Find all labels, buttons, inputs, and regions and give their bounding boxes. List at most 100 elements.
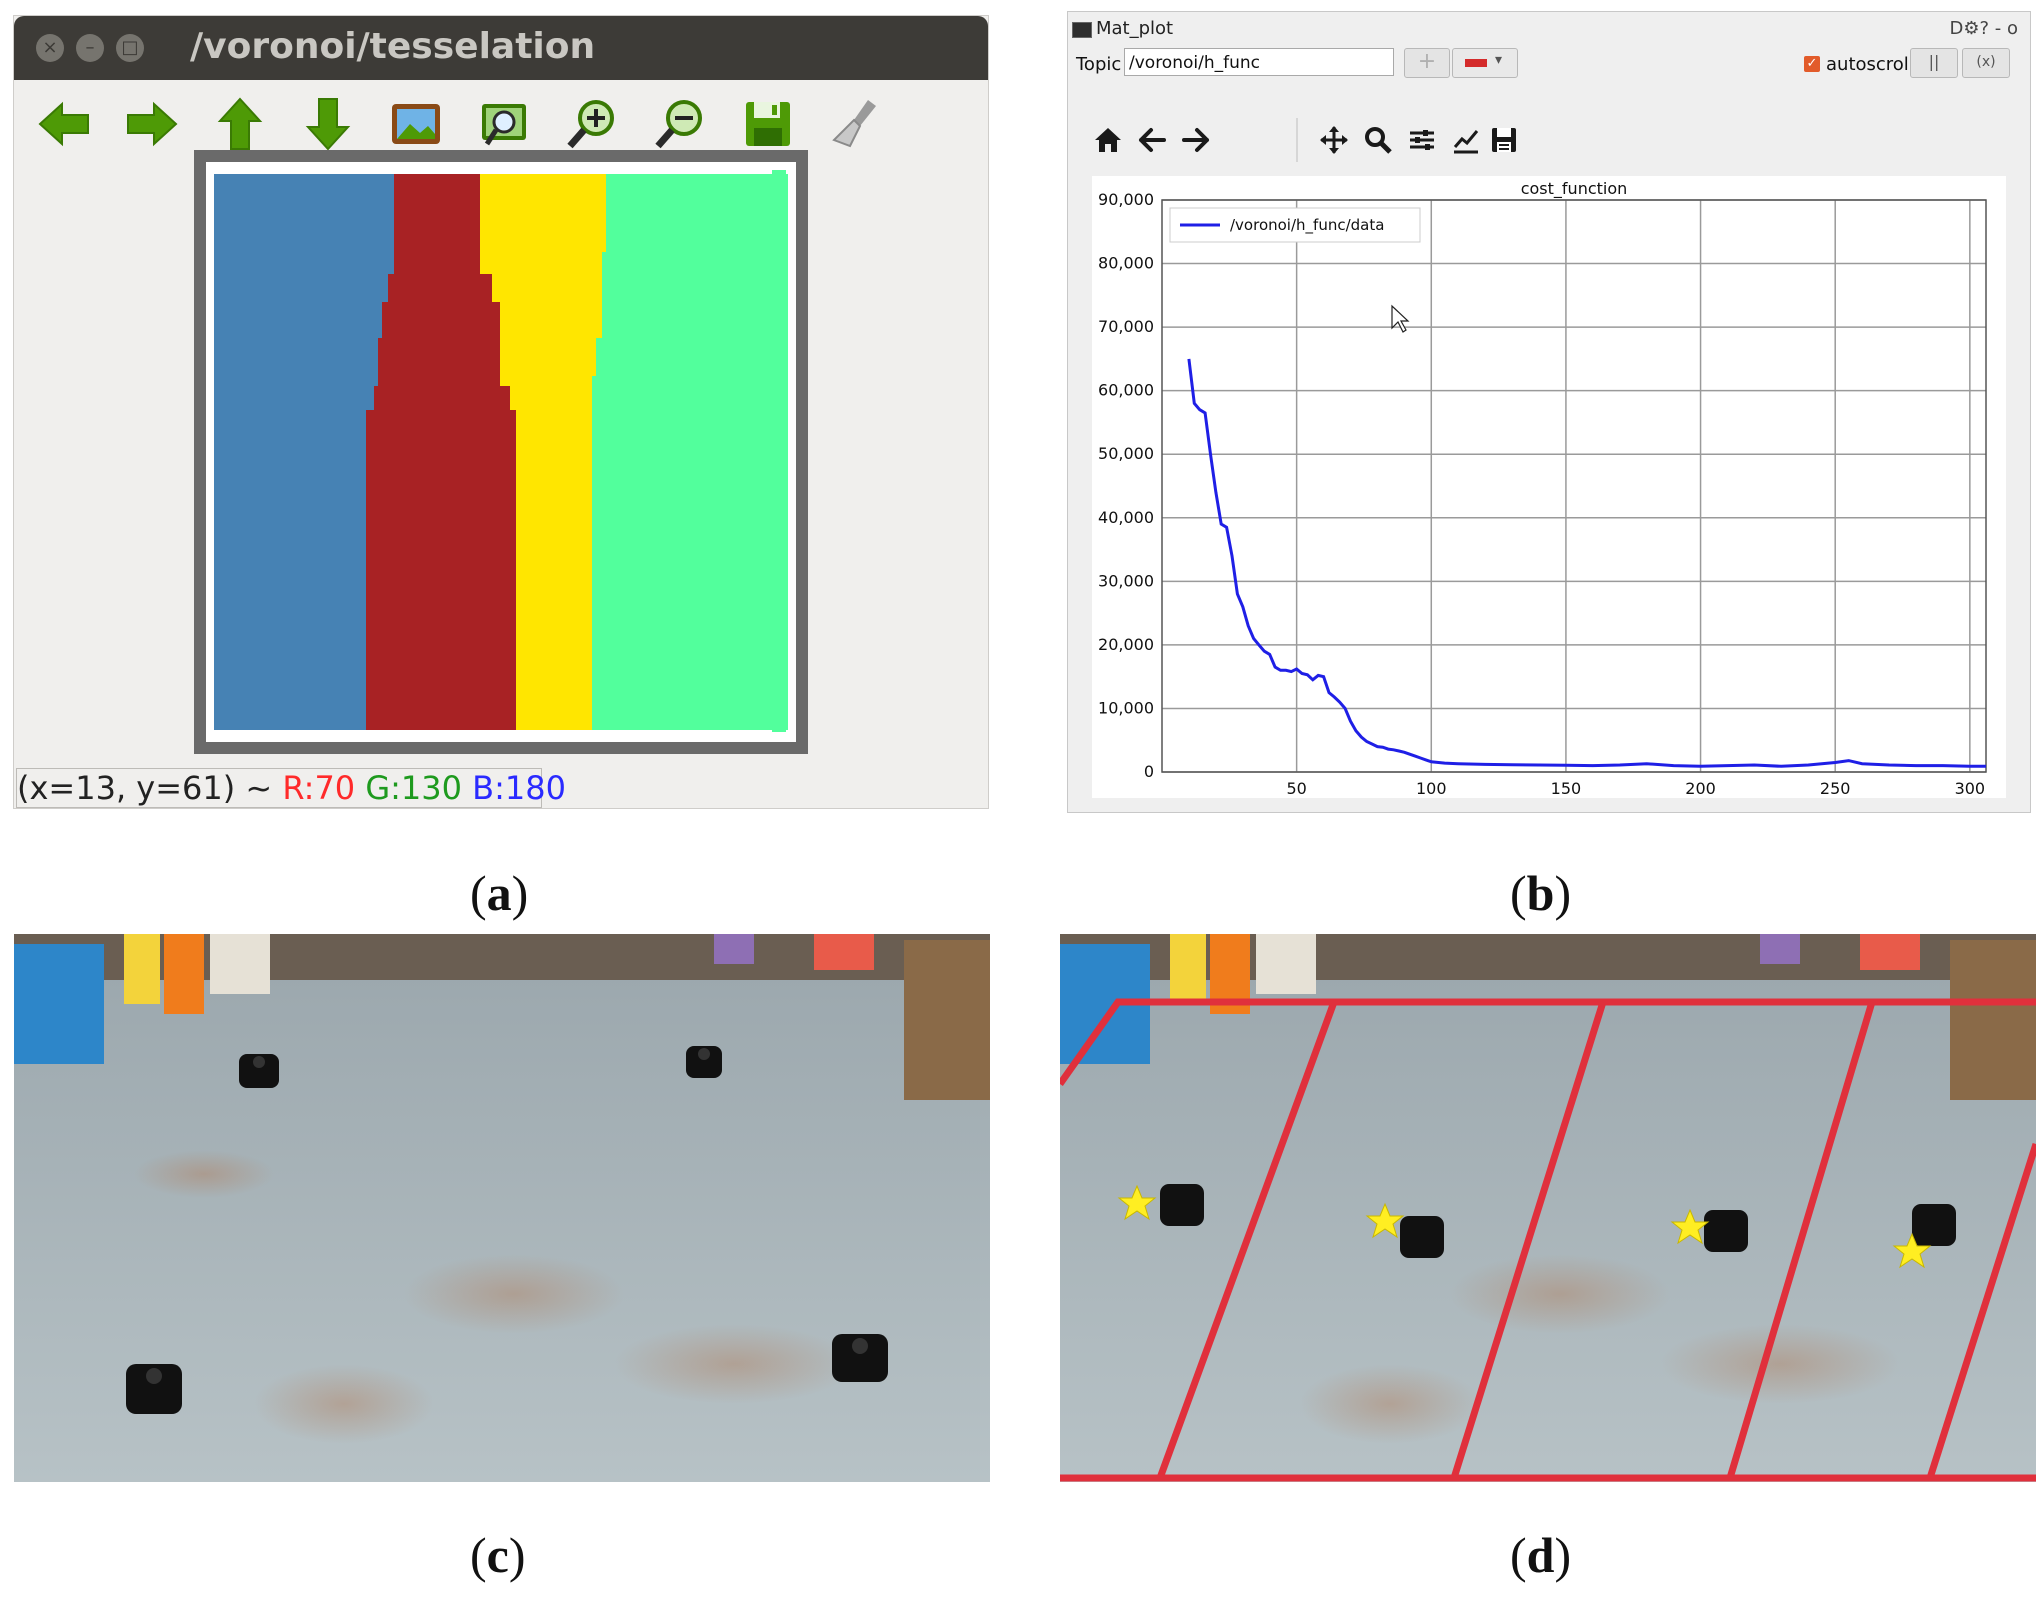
back-icon bbox=[1139, 128, 1166, 152]
blue-value: B:180 bbox=[472, 769, 566, 807]
window-title: /voronoi/tesselation bbox=[190, 26, 596, 67]
save-figure-icon bbox=[1492, 128, 1516, 152]
robot-1 bbox=[1160, 1184, 1204, 1226]
y-tick-label: 20,000 bbox=[1098, 635, 1154, 654]
line-color-dropdown[interactable]: ▾ bbox=[1452, 48, 1518, 78]
x-tick-label: 250 bbox=[1820, 779, 1851, 798]
mouse-cursor-icon bbox=[1391, 304, 1410, 333]
minimize-window-button[interactable]: – bbox=[76, 34, 104, 62]
image-icon bbox=[392, 104, 440, 144]
add-topic-button[interactable]: + bbox=[1404, 48, 1450, 78]
plot-canvas[interactable]: cost_function 50 100 150 200 250 300 0 10,000 20,… bbox=[1092, 176, 2006, 798]
toolbar-separator bbox=[1296, 118, 1298, 162]
close-window-button[interactable]: × bbox=[36, 34, 64, 62]
topic-label: Topic bbox=[1076, 54, 1122, 75]
chevron-down-icon: ▾ bbox=[1495, 52, 1503, 68]
cost-function-chart: cost_function 50 100 150 200 250 300 0 10,000 20,… bbox=[1098, 179, 1987, 798]
star-icon bbox=[1117, 1184, 1157, 1221]
caption-a: (a) bbox=[470, 865, 529, 921]
caption-c: (c) bbox=[470, 1527, 526, 1583]
y-tick-label: 80,000 bbox=[1098, 254, 1154, 273]
cursor-coordinates: (x=13, y=61) ~ bbox=[17, 769, 283, 807]
region-yellow bbox=[480, 174, 606, 730]
y-tick-label: 30,000 bbox=[1098, 571, 1154, 590]
y-tick-label: 10,000 bbox=[1098, 698, 1154, 717]
pixel-status-bar: (x=13, y=61) ~ R:70 G:130 B:180 bbox=[16, 768, 566, 808]
robot-3 bbox=[1704, 1210, 1748, 1252]
clear-button[interactable] bbox=[826, 94, 886, 154]
arrow-up-button[interactable] bbox=[210, 94, 270, 154]
maximize-window-button[interactable]: □ bbox=[116, 34, 144, 62]
zoom-button[interactable] bbox=[1360, 122, 1396, 158]
autoscroll-checkbox[interactable]: ✓ bbox=[1804, 56, 1820, 72]
autoscroll-label: autoscroll bbox=[1826, 54, 1914, 75]
forward-button[interactable] bbox=[1178, 122, 1214, 158]
window-controls[interactable]: D⚙? - o bbox=[1949, 18, 2018, 39]
region-red bbox=[366, 174, 516, 730]
plot-navigation-toolbar bbox=[1090, 116, 1479, 164]
robots-floor-photo bbox=[14, 934, 990, 1482]
pause-button[interactable]: || bbox=[1910, 48, 1958, 78]
save-figure-button[interactable] bbox=[1486, 122, 1522, 158]
y-tick-label: 0 bbox=[1144, 762, 1154, 781]
arrow-down-button[interactable] bbox=[298, 94, 358, 154]
plot-area-frame bbox=[1161, 199, 1987, 773]
robot-2 bbox=[1400, 1216, 1444, 1258]
robot-2 bbox=[686, 1046, 722, 1078]
legend-label: /voronoi/h_func/data bbox=[1230, 216, 1384, 235]
zoom-fit-button[interactable] bbox=[474, 94, 534, 154]
zoom-out-icon bbox=[655, 100, 702, 149]
x-tick-label: 100 bbox=[1416, 779, 1447, 798]
edit-axis-icon bbox=[1453, 130, 1479, 154]
star-icon bbox=[1892, 1232, 1932, 1269]
region-green bbox=[592, 174, 788, 730]
red-value: R:70 bbox=[282, 769, 356, 807]
robot-4 bbox=[1912, 1204, 1956, 1246]
green-value: G:130 bbox=[365, 769, 462, 807]
robot-4 bbox=[832, 1334, 888, 1382]
image-viewer-window: × – □ /voronoi/tesselation bbox=[14, 16, 988, 808]
arrow-down-icon bbox=[305, 98, 351, 151]
clear-brush-icon bbox=[832, 100, 876, 148]
x-tick-label: 150 bbox=[1551, 779, 1582, 798]
y-tick-label: 60,000 bbox=[1098, 381, 1154, 400]
zoom-in-button[interactable] bbox=[562, 94, 622, 154]
title-bar: × – □ /voronoi/tesselation bbox=[14, 16, 988, 80]
zoom-in-icon bbox=[567, 100, 614, 149]
pan-button[interactable] bbox=[1316, 122, 1352, 158]
home-icon bbox=[1095, 128, 1121, 152]
app-icon bbox=[1072, 22, 1092, 38]
chart-title: cost_function bbox=[1521, 179, 1628, 199]
voronoi-tesselation-image[interactable] bbox=[206, 162, 796, 742]
image-button[interactable] bbox=[386, 94, 446, 154]
star-icon bbox=[1365, 1202, 1405, 1239]
zoom-fit-icon bbox=[482, 104, 526, 146]
arrow-right-button[interactable] bbox=[122, 94, 182, 154]
arrow-left-button[interactable] bbox=[34, 94, 94, 154]
tesselation-overlay bbox=[1060, 998, 2036, 1482]
back-button[interactable] bbox=[1134, 122, 1170, 158]
viewer-toolbar bbox=[14, 80, 988, 166]
pan-icon bbox=[1320, 126, 1348, 154]
clear-plot-button[interactable]: (x) bbox=[1962, 48, 2010, 78]
robots-tesselation-photo bbox=[1060, 934, 2036, 1482]
configure-subplots-icon bbox=[1410, 130, 1434, 150]
zoom-icon bbox=[1365, 127, 1392, 154]
configure-subplots-button[interactable] bbox=[1404, 122, 1440, 158]
star-icon bbox=[1670, 1208, 1710, 1245]
save-button[interactable] bbox=[738, 94, 798, 154]
home-button[interactable] bbox=[1090, 122, 1126, 158]
y-tick-label: 50,000 bbox=[1098, 444, 1154, 463]
arrow-right-icon bbox=[127, 101, 178, 147]
y-tick-label: 40,000 bbox=[1098, 508, 1154, 527]
forward-icon bbox=[1182, 128, 1209, 152]
mat-plot-window: Mat_plot D⚙? - o Topic /voronoi/h_func +… bbox=[1068, 12, 2030, 812]
topic-input[interactable]: /voronoi/h_func bbox=[1124, 48, 1394, 76]
robot-3 bbox=[126, 1364, 182, 1414]
robot-1 bbox=[239, 1054, 279, 1088]
x-tick-label: 200 bbox=[1685, 779, 1716, 798]
color-swatch bbox=[1465, 59, 1487, 67]
zoom-out-button[interactable] bbox=[650, 94, 710, 154]
image-canvas-frame bbox=[194, 150, 808, 754]
edit-axis-button[interactable] bbox=[1448, 122, 1484, 158]
